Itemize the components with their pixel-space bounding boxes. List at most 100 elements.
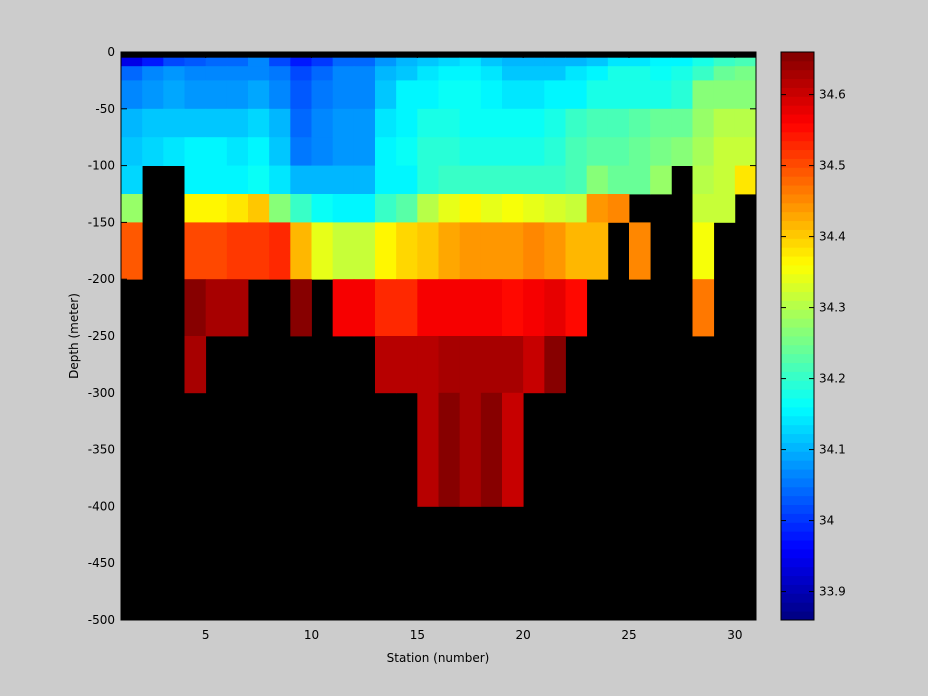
- heatmap-cell: [713, 80, 736, 110]
- heatmap-cell: [607, 80, 630, 110]
- heatmap-cell: [417, 137, 439, 166]
- y-tick-label: 0: [107, 45, 115, 59]
- heatmap-cell: [142, 57, 164, 67]
- colorbar-swatch: [781, 309, 814, 319]
- colorbar-swatch: [781, 140, 814, 151]
- colorbar-swatch: [781, 336, 814, 346]
- heatmap-cell: [480, 66, 503, 81]
- heatmap-cell: [502, 137, 524, 166]
- colorbar-ticks: 33.9 34 34.1 34.2 34.3 34.4 34.5 34.6: [781, 88, 846, 599]
- colorbar-swatch: [781, 451, 814, 461]
- heatmap-cell: [311, 165, 334, 195]
- heatmap-cell: [269, 66, 291, 81]
- heatmap-cell: [480, 57, 503, 67]
- heatmap-cell: [586, 108, 609, 138]
- heatmap-cell: [607, 57, 630, 67]
- heatmap-cell: [184, 222, 207, 280]
- heatmap-cell: [544, 165, 566, 195]
- y-axis: 0 -50 -100 -150 -200 -250 -300 -350 -400 -450 -500: [88, 45, 756, 627]
- heatmap-cell: [565, 66, 588, 81]
- colorbar-swatch: [781, 415, 814, 426]
- heatmap-cell: [502, 66, 524, 81]
- heatmap-cell: [396, 165, 418, 195]
- heatmap-cell: [713, 108, 736, 138]
- heatmap-cell: [396, 108, 418, 138]
- heatmap-cell: [290, 108, 312, 138]
- heatmap-cell: [375, 279, 397, 337]
- y-tick-label: -300: [88, 386, 115, 400]
- heatmap-cell: [502, 336, 524, 394]
- heatmap-cell: [375, 165, 397, 195]
- colorbar-swatch: [781, 380, 814, 390]
- heatmap-cell: [205, 194, 228, 223]
- heatmap-cell: [290, 279, 312, 337]
- heatmap-cell: [544, 137, 566, 166]
- heatmap-cell: [459, 392, 482, 507]
- heatmap-cell: [226, 66, 249, 81]
- heatmap-cell: [502, 108, 524, 138]
- colorbar-swatch: [781, 194, 814, 204]
- heatmap-cell: [121, 66, 143, 81]
- heatmap-cell: [734, 137, 757, 166]
- heatmap-cell: [353, 222, 376, 280]
- heatmap-cell: [502, 194, 524, 223]
- heatmap-cell: [713, 66, 736, 81]
- colorbar-swatch: [781, 282, 814, 293]
- heatmap-cell: [290, 137, 312, 166]
- colorbar-swatch: [781, 531, 814, 541]
- colorbar-swatch: [781, 389, 814, 399]
- heatmap-cell: [226, 80, 249, 110]
- colorbar-tick-label: 34.1: [819, 443, 846, 457]
- heatmap-cell: [353, 165, 376, 195]
- colorbar-swatch: [781, 238, 814, 248]
- colorbar-swatch: [781, 273, 814, 284]
- heatmap-cell: [459, 137, 482, 166]
- heatmap-cell: [629, 222, 651, 280]
- colorbar-swatch: [781, 123, 814, 133]
- y-tick-label: -150: [88, 215, 115, 229]
- heatmap-cell: [459, 57, 482, 67]
- heatmap-cell: [650, 57, 672, 67]
- colorbar-swatch: [781, 433, 814, 443]
- heatmap-cell: [692, 165, 715, 195]
- y-tick-label: -350: [88, 443, 115, 457]
- heatmap-cell: [332, 57, 355, 67]
- heatmap-cell: [586, 80, 609, 110]
- colorbar-swatch: [781, 256, 814, 266]
- heatmap-cell: [586, 222, 609, 280]
- heatmap-cell: [565, 137, 588, 166]
- heatmap-cell: [523, 66, 545, 81]
- colorbar-swatch: [781, 60, 814, 71]
- heatmap-cell: [734, 108, 757, 138]
- heatmap-cell: [184, 194, 207, 223]
- heatmap-cell: [269, 165, 291, 195]
- heatmap-cell: [417, 279, 439, 337]
- heatmap-cell: [565, 222, 588, 280]
- heatmap-cell: [438, 80, 461, 110]
- colorbar-swatch: [781, 211, 814, 222]
- heatmap-cell: [438, 279, 461, 337]
- heatmap-cell: [353, 194, 376, 223]
- colorbar-swatch: [781, 158, 814, 168]
- heatmap-cell: [226, 279, 249, 337]
- heatmap-cell: [713, 194, 736, 223]
- heatmap-cell: [121, 57, 143, 67]
- heatmap-cell: [248, 165, 270, 195]
- colorbar-swatch: [781, 495, 814, 506]
- heatmap-cell: [544, 222, 566, 280]
- colorbar-swatch: [781, 220, 814, 230]
- colorbar-swatch: [781, 300, 814, 310]
- heatmap-cell: [650, 80, 672, 110]
- heatmap-cell: [396, 137, 418, 166]
- heatmap-cell: [544, 108, 566, 138]
- heatmap-cell: [121, 194, 143, 223]
- colorbar-swatch: [781, 265, 814, 275]
- heatmap-cell: [565, 165, 588, 195]
- colorbar-swatch: [781, 114, 814, 124]
- heatmap-cell: [226, 108, 249, 138]
- colorbar-swatch: [781, 176, 814, 186]
- heatmap-cell: [248, 66, 270, 81]
- heatmap-cell: [629, 66, 651, 81]
- colorbar-swatch: [781, 52, 814, 62]
- colorbar-swatch: [781, 105, 814, 115]
